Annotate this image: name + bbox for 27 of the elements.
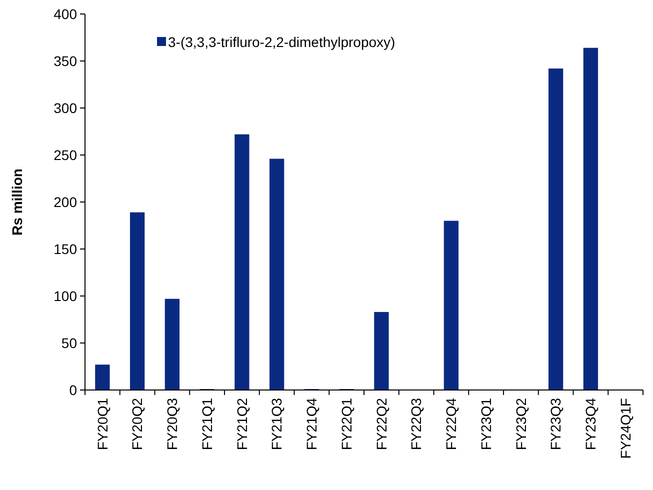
y-tick-label: 150	[54, 240, 78, 257]
legend-label: 3-(3,3,3-trifluro-2,2-dimethylpropoxy)	[168, 34, 396, 50]
y-axis-title: Rs million	[9, 168, 25, 236]
y-tick-label: 400	[54, 6, 78, 22]
x-tick-label: FY20Q2	[129, 398, 146, 450]
x-tick-label: FY24Q1F	[617, 398, 634, 459]
x-tick-label: FY21Q2	[234, 398, 250, 450]
y-tick-label: 100	[54, 288, 78, 304]
y-tick-label: 350	[54, 52, 78, 69]
x-tick-label: FY20Q3	[164, 398, 180, 450]
x-tick-label: FY21Q1	[198, 398, 215, 450]
x-tick-label: FY23Q3	[548, 398, 564, 450]
x-tick-label: FY23Q1	[478, 398, 494, 450]
x-tick-label: FY23Q2	[512, 398, 529, 450]
y-tick-label: 200	[54, 194, 78, 210]
x-tick-label: FY23Q4	[582, 398, 599, 450]
x-tick-label: FY20Q1	[94, 398, 110, 450]
y-tick-label: 0	[69, 382, 78, 398]
y-tick-label: 300	[54, 100, 78, 116]
x-tick-label: FY22Q4	[443, 398, 460, 450]
x-tick-label: FY21Q4	[304, 398, 320, 450]
x-tick-label: FY22Q2	[373, 398, 390, 450]
x-tick-label: FY22Q3	[408, 398, 424, 450]
y-tick-label: 250	[54, 146, 78, 163]
y-tick-label: 50	[61, 334, 78, 351]
x-tick-label: FY21Q3	[268, 398, 285, 450]
x-tick-label: FY22Q1	[338, 398, 354, 450]
